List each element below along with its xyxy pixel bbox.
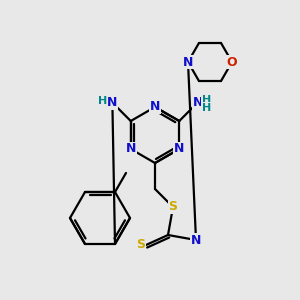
Text: N: N — [183, 56, 193, 68]
Text: N: N — [126, 142, 136, 155]
Text: H: H — [98, 96, 107, 106]
Text: N: N — [192, 96, 203, 109]
Text: N: N — [107, 96, 118, 109]
Text: O: O — [227, 56, 237, 68]
Text: S: S — [169, 200, 178, 214]
Text: H: H — [202, 103, 211, 112]
Text: N: N — [150, 100, 160, 113]
Text: H: H — [202, 94, 211, 105]
Text: N: N — [191, 233, 201, 247]
Text: N: N — [174, 142, 184, 155]
Text: S: S — [136, 238, 146, 251]
